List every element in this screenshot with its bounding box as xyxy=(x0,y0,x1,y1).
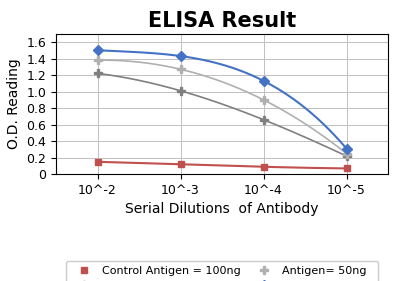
Antigen= 10ng xyxy=(178,89,183,92)
X-axis label: Serial Dilutions  of Antibody: Serial Dilutions of Antibody xyxy=(125,203,319,216)
Antigen= 10ng xyxy=(344,154,349,158)
Antigen= 50ng xyxy=(95,58,100,62)
Antigen= 100ng xyxy=(261,79,266,83)
Title: ELISA Result: ELISA Result xyxy=(148,11,296,31)
Control Antigen = 100ng xyxy=(261,165,266,169)
Line: Antigen= 50ng: Antigen= 50ng xyxy=(93,56,351,158)
Legend: Control Antigen = 100ng, Antigen= 10ng, Antigen= 50ng, Antigen= 100ng: Control Antigen = 100ng, Antigen= 10ng, … xyxy=(66,261,378,281)
Antigen= 50ng xyxy=(261,98,266,101)
Control Antigen = 100ng xyxy=(95,160,100,164)
Antigen= 100ng xyxy=(95,49,100,52)
Y-axis label: O.D. Reading: O.D. Reading xyxy=(7,59,21,149)
Antigen= 100ng xyxy=(178,54,183,58)
Antigen= 50ng xyxy=(178,67,183,71)
Antigen= 100ng xyxy=(344,147,349,150)
Antigen= 10ng xyxy=(261,118,266,121)
Control Antigen = 100ng xyxy=(178,163,183,166)
Control Antigen = 100ng xyxy=(344,167,349,170)
Antigen= 10ng xyxy=(95,72,100,75)
Antigen= 50ng xyxy=(344,152,349,155)
Line: Control Antigen = 100ng: Control Antigen = 100ng xyxy=(94,158,350,172)
Line: Antigen= 10ng: Antigen= 10ng xyxy=(93,69,351,160)
Line: Antigen= 100ng: Antigen= 100ng xyxy=(94,47,350,152)
